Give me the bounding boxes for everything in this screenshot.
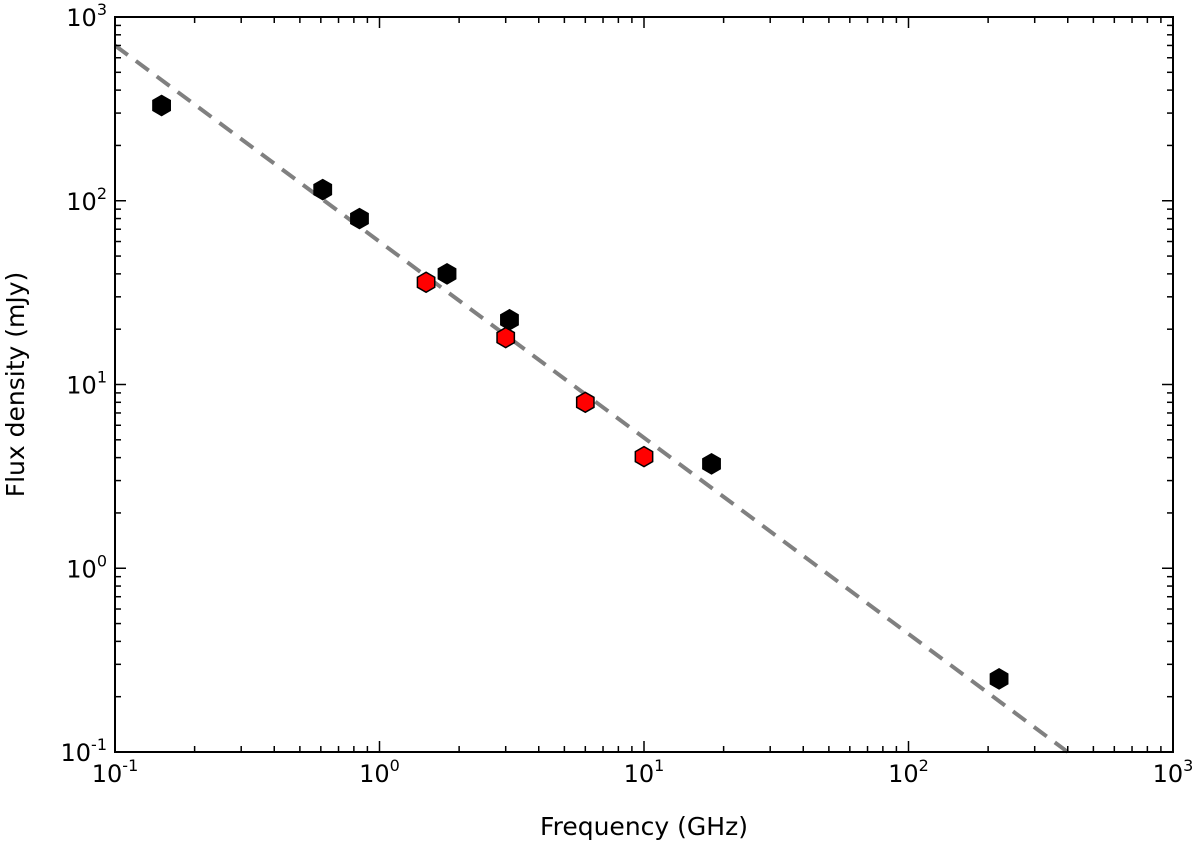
plot-marks	[113, 43, 1069, 754]
black-data-point	[500, 308, 519, 331]
red-data-point	[634, 445, 654, 468]
black-data-point	[437, 263, 457, 285]
y-tick-label: 100	[66, 551, 107, 583]
black-data-point	[702, 452, 721, 475]
red-data-point	[416, 271, 436, 294]
black-data-point	[350, 207, 369, 230]
y-tick-label: 101	[66, 368, 107, 400]
black-data-point	[313, 178, 333, 201]
x-tick-label: 10-1	[92, 756, 139, 788]
fit-line	[113, 43, 1069, 754]
black-data-point	[989, 668, 1009, 690]
black-data-point	[152, 94, 171, 117]
x-tick-label: 100	[359, 756, 400, 788]
x-axis-label: Frequency (GHz)	[540, 812, 748, 841]
x-tick-label: 102	[888, 756, 929, 788]
y-tick-label: 10-1	[61, 735, 108, 767]
x-tick-label: 103	[1153, 756, 1194, 788]
y-tick-label: 102	[66, 184, 107, 216]
y-axis-label: Flux density (mJy)	[1, 272, 30, 498]
red-data-point	[575, 391, 595, 414]
plot-frame	[114, 16, 1174, 753]
red-data-point	[496, 326, 516, 349]
x-tick-label: 101	[624, 756, 665, 788]
axis-ticks: 10-1 100 101 102 103 10-1 100 101 102 103	[61, 0, 1194, 788]
y-tick-label: 103	[66, 0, 107, 32]
